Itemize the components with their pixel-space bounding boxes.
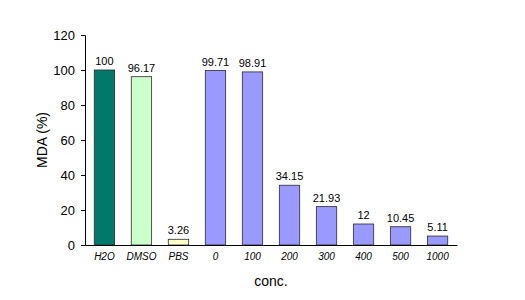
bar — [131, 77, 151, 245]
x-tick: 300 — [318, 251, 335, 262]
x-tick-label: H2O — [94, 251, 115, 262]
y-tick-mark — [81, 210, 85, 211]
x-tick: 100 — [244, 251, 261, 262]
x-tick-label: DMSO — [126, 251, 156, 262]
bar — [279, 185, 299, 245]
bar — [316, 207, 336, 245]
bar — [353, 224, 373, 245]
y-axis-title: MDA (%) — [34, 112, 50, 168]
bar — [94, 70, 114, 245]
data-label: 3.26 — [168, 224, 189, 236]
x-tick: 0 — [213, 251, 219, 262]
data-label: 5.11 — [427, 221, 448, 233]
y-tick-mark — [81, 140, 85, 141]
bar — [205, 71, 225, 245]
y-axis-line — [81, 36, 86, 246]
x-tick: H2O — [94, 251, 115, 262]
x-tick: PBS — [168, 251, 188, 262]
data-label: 98.91 — [239, 57, 267, 69]
y-tick-mark — [81, 245, 85, 246]
x-tick-label: 0 — [213, 251, 219, 262]
plot: 0 20 40 60 80 100 120 H2O DMSO PBS 0 100 200 300 400 50… — [53, 28, 457, 262]
y-tick-mark — [81, 175, 85, 176]
data-label: 34.15 — [276, 170, 304, 182]
y-tick: 120 — [53, 28, 85, 43]
x-tick-label: 1000 — [426, 251, 449, 262]
x-tick: 400 — [355, 251, 372, 262]
data-labels: 100 96.17 3.26 99.71 98.91 34.15 21.93 12 10.45 5… — [95, 55, 448, 236]
data-label: 12 — [357, 209, 369, 221]
y-tick-mark — [81, 105, 85, 106]
data-label: 100 — [95, 55, 113, 67]
x-tick-label: 200 — [280, 251, 298, 262]
x-tick-label: 400 — [355, 251, 372, 262]
x-tick: 500 — [392, 251, 409, 262]
y-tick-label: 80 — [61, 98, 75, 113]
x-tick-label: 100 — [244, 251, 261, 262]
data-label: 96.17 — [128, 62, 156, 74]
bar — [427, 236, 447, 245]
x-tick-label: PBS — [168, 251, 188, 262]
x-tick-label: 500 — [392, 251, 409, 262]
y-axis: 0 20 40 60 80 100 120 — [53, 28, 85, 253]
y-tick: 80 — [61, 98, 85, 113]
x-tick: DMSO — [126, 251, 156, 262]
data-label: 21.93 — [313, 192, 341, 204]
y-tick-label: 20 — [61, 203, 75, 218]
y-tick: 0 — [68, 238, 85, 253]
y-tick: 60 — [61, 133, 85, 148]
x-tick-label: 300 — [318, 251, 335, 262]
x-axis: H2O DMSO PBS 0 100 200 300 400 500 1000 — [86, 246, 458, 263]
x-axis-title: conc. — [254, 273, 287, 289]
y-tick-label: 0 — [68, 238, 75, 253]
x-tick: 1000 — [426, 251, 449, 262]
x-tick: 200 — [280, 251, 298, 262]
y-tick-label: 120 — [53, 28, 75, 43]
bar — [242, 72, 262, 245]
y-tick: 100 — [53, 63, 85, 78]
y-tick: 40 — [61, 168, 85, 183]
bar — [168, 239, 188, 245]
y-tick-label: 60 — [61, 133, 75, 148]
y-tick-label: 40 — [61, 168, 75, 183]
x-axis-line — [86, 245, 458, 246]
y-tick-mark — [81, 35, 85, 36]
data-label: 10.45 — [387, 212, 415, 224]
y-tick: 20 — [61, 203, 85, 218]
y-tick-mark — [81, 70, 85, 71]
y-tick-label: 100 — [53, 63, 75, 78]
bars — [94, 70, 447, 245]
chart: 0 20 40 60 80 100 120 H2O DMSO PBS 0 100 200 300 400 50… — [0, 0, 525, 300]
data-label: 99.71 — [202, 56, 230, 68]
bar — [390, 227, 410, 245]
